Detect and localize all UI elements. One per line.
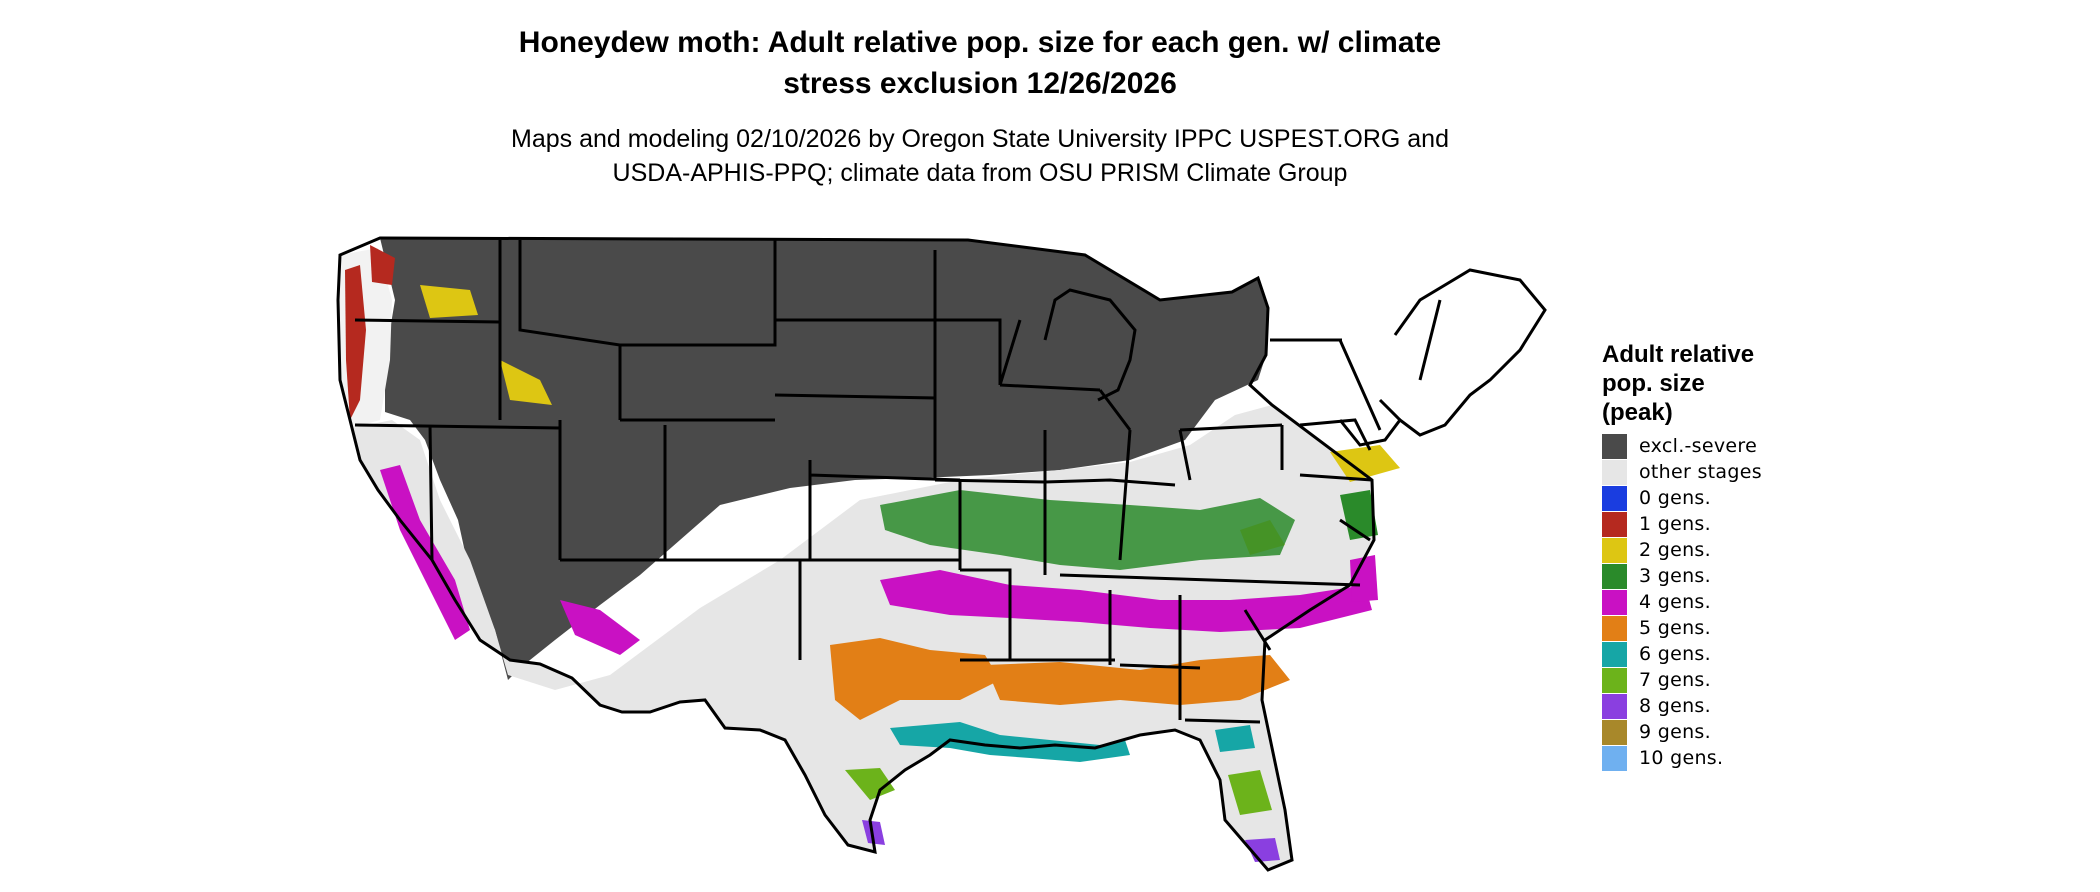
legend-label: 3 gens.	[1639, 565, 1711, 587]
legend-swatch	[1602, 589, 1627, 615]
legend-title: Adult relative pop. size (peak)	[1602, 340, 1762, 427]
zone-1-gens-coast	[345, 265, 366, 420]
legend-item: 9 gens.	[1602, 719, 1762, 745]
zone-2-gens-northeast	[1330, 445, 1400, 482]
legend-items: excl.-severe other stages 0 gens. 1 gens. 2 …	[1602, 433, 1762, 771]
legend-swatch	[1602, 719, 1627, 745]
legend-title-line-3: (peak)	[1602, 399, 1673, 426]
legend-label: 5 gens.	[1639, 617, 1711, 639]
zone-2-gens-snake	[500, 360, 552, 405]
legend-swatch	[1602, 615, 1627, 641]
legend-title-line-1: Adult relative	[1602, 341, 1755, 368]
legend-label: 2 gens.	[1639, 539, 1711, 561]
legend-swatch	[1602, 745, 1627, 771]
zone-3-gens-band	[880, 490, 1295, 570]
legend-item: 5 gens.	[1602, 615, 1762, 641]
zone-8-gens-texas-tip	[862, 820, 885, 845]
legend-label: 8 gens.	[1639, 695, 1711, 717]
legend-swatch	[1602, 433, 1627, 459]
legend-swatch	[1602, 693, 1627, 719]
legend-swatch	[1602, 563, 1627, 589]
zone-6-gens-florida	[1215, 725, 1255, 752]
legend-item: excl.-severe	[1602, 433, 1762, 459]
legend-label: 4 gens.	[1639, 591, 1711, 613]
zone-5-gens-texas	[830, 638, 1000, 720]
zone-1-gens-puget	[370, 245, 395, 285]
map-subtitle: Maps and modeling 02/10/2026 by Oregon S…	[300, 122, 1660, 190]
us-generations-map	[336, 236, 1547, 872]
legend-label: 1 gens.	[1639, 513, 1711, 535]
legend-label: 10 gens.	[1639, 747, 1724, 769]
zone-8-gens-florida-tip	[1245, 838, 1280, 862]
legend-label: 0 gens.	[1639, 487, 1711, 509]
zone-5-gens-gulf	[985, 655, 1290, 705]
legend-label: 9 gens.	[1639, 721, 1711, 743]
zone-7-gens-florida	[1228, 770, 1272, 815]
legend-item: 0 gens.	[1602, 485, 1762, 511]
legend-item: 1 gens.	[1602, 511, 1762, 537]
legend-label: 6 gens.	[1639, 643, 1711, 665]
subtitle-line-1: Maps and modeling 02/10/2026 by Oregon S…	[511, 125, 1449, 153]
zone-2-gens-columbia	[420, 285, 478, 318]
legend-swatch	[1602, 667, 1627, 693]
zone-7-gens-south-texas	[845, 768, 895, 800]
legend-label: 7 gens.	[1639, 669, 1711, 691]
legend-swatch	[1602, 511, 1627, 537]
state-borders	[336, 236, 1547, 872]
legend-swatch	[1602, 485, 1627, 511]
legend-item: other stages	[1602, 459, 1762, 485]
excluded-region	[380, 238, 1268, 680]
zone-6-gens-gulf-coast	[890, 722, 1130, 762]
legend-item: 8 gens.	[1602, 693, 1762, 719]
legend-item: 10 gens.	[1602, 745, 1762, 771]
legend-swatch	[1602, 537, 1627, 563]
legend-label: excl.-severe	[1639, 435, 1758, 457]
legend-item: 2 gens.	[1602, 537, 1762, 563]
zone-4-gens-north-carolina	[1350, 555, 1378, 602]
title-line-1: Honeydew moth: Adult relative pop. size …	[518, 26, 1442, 59]
legend-item: 7 gens.	[1602, 667, 1762, 693]
legend-item: 4 gens.	[1602, 589, 1762, 615]
legend-swatch	[1602, 459, 1627, 485]
legend-item: 3 gens.	[1602, 563, 1762, 589]
subtitle-line-2: USDA-APHIS-PPQ; climate data from OSU PR…	[612, 159, 1348, 187]
zone-4-gens-southwest	[560, 600, 640, 655]
legend-item: 6 gens.	[1602, 641, 1762, 667]
legend-label: other stages	[1639, 461, 1762, 483]
title-line-2: stress exclusion 12/26/2026	[783, 67, 1177, 100]
map-title: Honeydew moth: Adult relative pop. size …	[300, 22, 1660, 104]
legend-title-line-2: pop. size	[1602, 370, 1705, 397]
legend-swatch	[1602, 641, 1627, 667]
legend: Adult relative pop. size (peak) excl.-se…	[1602, 340, 1762, 771]
